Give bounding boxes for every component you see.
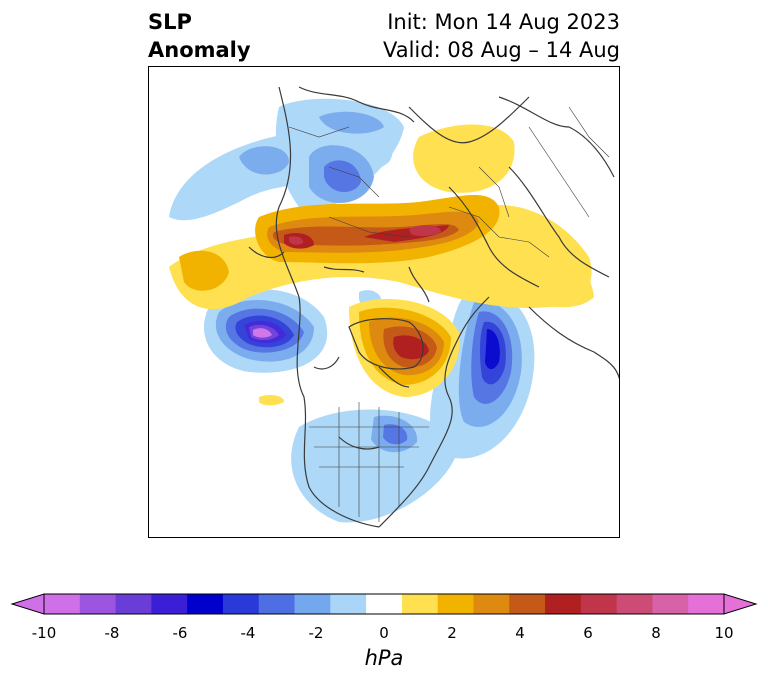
- colorbar-tick-label: 0: [379, 624, 389, 642]
- colorbar-segments: [10, 593, 758, 615]
- colorbar-segment: [151, 594, 188, 614]
- colorbar-segment: [79, 594, 117, 614]
- colorbar-tick-label: -4: [240, 624, 256, 642]
- polar-map: [148, 66, 620, 538]
- colorbar-tick-label: 10: [714, 624, 734, 642]
- colorbar-segment: [187, 594, 224, 614]
- colorbar-segment: [688, 594, 725, 614]
- colorbar-segment: [115, 594, 152, 614]
- colorbar-segment: [652, 594, 689, 614]
- colorbar-tick-label: 6: [583, 624, 593, 642]
- init-time: Init: Mon 14 Aug 2023: [387, 10, 620, 34]
- colorbar-tick-label: 8: [651, 624, 661, 642]
- colorbar-tick-label: -2: [308, 624, 324, 642]
- valid-period: Valid: 08 Aug – 14 Aug: [382, 38, 620, 62]
- colorbar-segment: [401, 594, 439, 614]
- colorbar-segment: [616, 594, 653, 614]
- colorbar-segment: [473, 594, 510, 614]
- colorbar-tick-label: -10: [31, 624, 57, 642]
- positive-anomaly-shading: [169, 124, 594, 406]
- negative-anomaly-shading: [169, 98, 535, 523]
- colorbar-ticks: -10 -8 -6 -4 -2 0 2 4 6 8 10: [0, 624, 768, 644]
- colorbar-segment: [509, 594, 546, 614]
- forecast-info: Init: Mon 14 Aug 2023 Valid: 08 Aug – 14…: [383, 8, 620, 64]
- colorbar-segment: [545, 594, 582, 614]
- colorbar-over-arrow: [723, 593, 758, 615]
- colorbar-tick-label: 2: [447, 624, 457, 642]
- colorbar-units: hPa: [364, 646, 404, 670]
- anomaly-map-canvas: [169, 86, 619, 528]
- colorbar-tick-label: 4: [515, 624, 525, 642]
- colorbar-tick-label: -6: [172, 624, 188, 642]
- colorbar-segment: [44, 594, 81, 614]
- colorbar-segment: [258, 594, 296, 614]
- colorbar-tick-label: -8: [104, 624, 120, 642]
- coastline-overlay: [248, 86, 619, 528]
- colorbar-under-arrow: [10, 593, 45, 615]
- colorbar-segment: [294, 594, 331, 614]
- colorbar-segment: [580, 594, 618, 614]
- colorbar: [10, 593, 758, 615]
- map-title: SLP Anomaly: [148, 8, 251, 64]
- colorbar-segment: [330, 594, 367, 614]
- colorbar-segment: [366, 594, 403, 614]
- colorbar-segment: [437, 594, 474, 614]
- country-borders: [288, 106, 610, 522]
- title-variable: SLP: [148, 10, 192, 34]
- colorbar-segment: [222, 594, 260, 614]
- colorbar-outline: [43, 593, 725, 615]
- title-anomaly: Anomaly: [148, 38, 251, 62]
